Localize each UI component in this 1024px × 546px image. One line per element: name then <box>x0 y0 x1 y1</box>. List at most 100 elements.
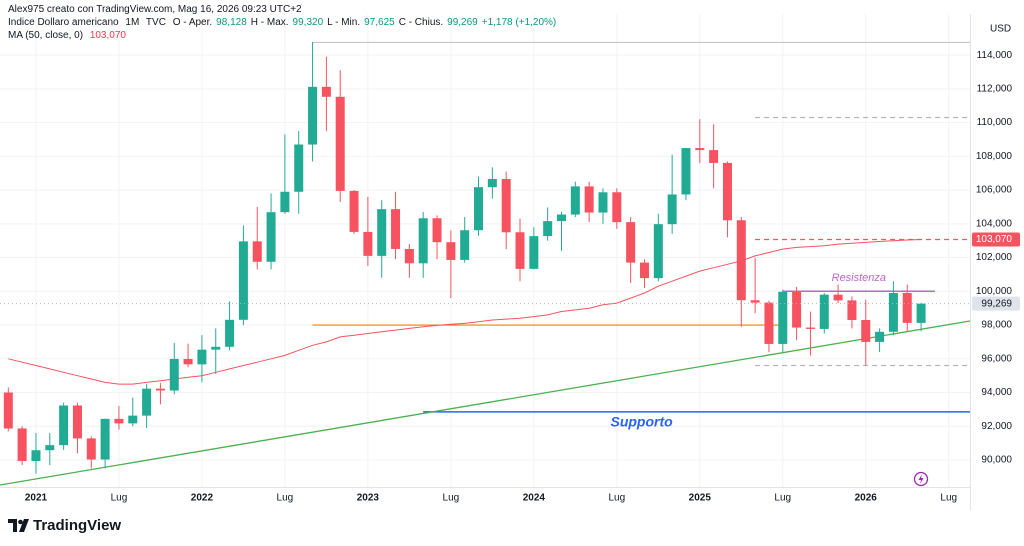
candle-body <box>612 192 622 223</box>
candle-body <box>584 186 594 213</box>
candle-body <box>529 236 539 269</box>
x-tick-label: Lug <box>940 493 957 504</box>
candle-body <box>238 241 248 320</box>
y-tick-label: 108,000 <box>976 151 1013 162</box>
ohlc-value: 97,625 <box>364 17 395 28</box>
candle-body <box>778 291 788 344</box>
ohlc-value: 99,269 <box>447 17 478 28</box>
y-tick-label: 114,000 <box>977 50 1013 61</box>
y-tick-label: 102,000 <box>976 252 1013 263</box>
candle-body <box>155 388 165 391</box>
candle-body <box>792 291 802 328</box>
candle-body <box>847 300 857 320</box>
candle-body <box>31 450 41 462</box>
candle-body <box>183 358 193 365</box>
candle-body <box>460 230 470 260</box>
candle-body <box>86 438 96 460</box>
symbol-title: Indice Dollaro americano <box>8 17 119 28</box>
x-tick-label: Lug <box>111 493 128 504</box>
candle-body <box>446 242 456 260</box>
candle-body <box>750 300 760 303</box>
candle-body <box>888 292 898 332</box>
candle-body <box>377 209 387 256</box>
candle-body <box>667 194 677 225</box>
x-tick-label: 2021 <box>25 493 48 504</box>
candle-body <box>363 231 373 256</box>
candle-body <box>169 358 179 391</box>
level-label: Supporto <box>610 414 673 430</box>
ma-tag-label: 103,070 <box>976 234 1013 245</box>
candle-body <box>501 178 511 233</box>
candle-body <box>418 218 428 264</box>
ma-tag <box>972 232 1020 247</box>
candle-body <box>252 241 262 262</box>
candle-body <box>598 192 608 213</box>
candle-body <box>335 96 345 191</box>
logo-text: TradingView <box>33 517 121 534</box>
candle-body <box>72 405 82 439</box>
x-tick-label: Lug <box>443 493 460 504</box>
y-tick-label: 96,000 <box>981 353 1012 364</box>
candle-body <box>805 327 815 329</box>
candle-body <box>225 319 235 347</box>
candle-body <box>59 405 69 446</box>
candle-body <box>681 148 691 195</box>
candle-body <box>709 150 719 163</box>
x-tick-label: 2022 <box>191 493 214 504</box>
candle-body <box>695 148 705 151</box>
candle-body <box>916 303 926 323</box>
level-label: Resistenza <box>832 272 886 284</box>
candle-body <box>515 232 525 269</box>
x-tick-label: 2024 <box>523 493 546 504</box>
candle-body <box>722 162 732 221</box>
y-tick-label: 98,000 <box>981 320 1012 331</box>
candle-body <box>474 187 484 231</box>
trend-line <box>0 320 970 486</box>
candle-body <box>653 224 663 279</box>
attribution: Alex975 creato con TradingView.com, Mag … <box>8 4 302 15</box>
plot-area <box>0 14 970 487</box>
candle-body <box>142 388 152 416</box>
header: Alex975 creato con TradingView.com, Mag … <box>8 3 560 42</box>
y-tick-label: 100,000 <box>976 286 1013 297</box>
y-tick-label: 112,000 <box>977 83 1013 94</box>
candle-body <box>487 178 497 188</box>
candle-body <box>45 445 55 451</box>
candle-body <box>543 221 553 237</box>
x-tick-label: 2025 <box>689 493 712 504</box>
candle-body <box>100 418 110 460</box>
candle-body <box>764 302 774 344</box>
ohlc-label: C - Chius. <box>398 17 444 28</box>
candle-body <box>736 220 746 301</box>
candle-body <box>404 248 414 264</box>
candle-body <box>349 190 359 232</box>
candle-body <box>114 418 124 424</box>
candle-body <box>902 292 912 323</box>
change: +1,178 (+1,20%) <box>481 17 557 28</box>
candle-body <box>280 191 290 213</box>
candle-body <box>266 212 276 262</box>
candle-body <box>557 214 566 222</box>
candle-body <box>626 222 636 263</box>
y-tick-label: 110,000 <box>977 117 1013 128</box>
symbol-legend: Indice Dollaro americano 1M TVC O - Aper… <box>8 16 560 29</box>
x-tick-label: 2026 <box>855 493 878 504</box>
currency: USD <box>990 24 1011 35</box>
ma-legend: MA (50, close, 0) 103,070 <box>8 29 560 42</box>
x-tick-label: Lug <box>277 493 294 504</box>
candle-body <box>128 415 138 424</box>
candle-body <box>819 294 829 329</box>
candle-body <box>211 346 221 350</box>
candle-body <box>432 218 442 243</box>
candle-body <box>197 349 207 365</box>
x-tick-label: 2023 <box>357 493 380 504</box>
ohlc-label: L - Min. <box>327 17 361 28</box>
candle-body <box>391 209 401 249</box>
price-tag <box>972 296 1020 311</box>
candle-body <box>17 428 27 462</box>
y-tick-label: 106,000 <box>976 185 1013 196</box>
ma-name: MA (50, close, 0) <box>8 30 84 41</box>
candle-body <box>321 86 331 97</box>
ma-line <box>8 239 922 385</box>
